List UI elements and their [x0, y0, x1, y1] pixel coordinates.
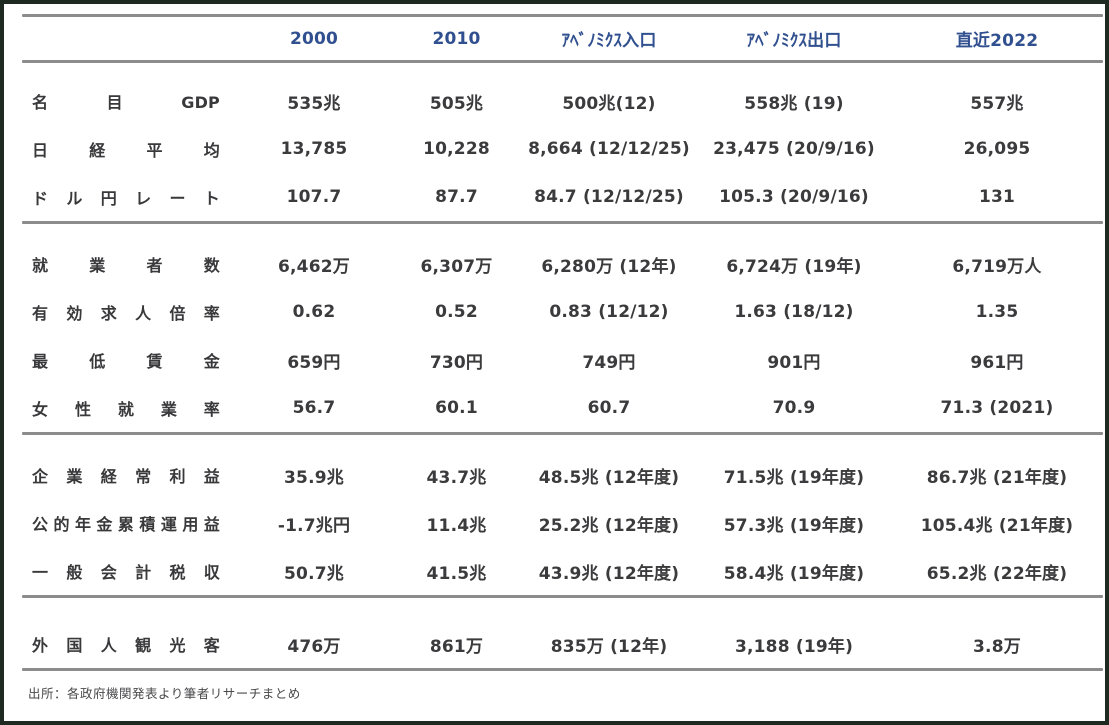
divider-1: [22, 221, 1103, 224]
table-cell: 6,724万 (19年): [726, 256, 862, 277]
table-cell: 56.7: [292, 398, 336, 418]
column-header-abenomics-entry: ｱﾍﾞﾉﾐｸｽ入口: [561, 31, 657, 51]
table-row-employed-persons: 就業者数 6,462万 6,307万 6,280万 (12年) 6,724万 (…: [4, 240, 1105, 288]
table-cell: 730円: [429, 352, 484, 373]
table-cell: -1.7兆円: [277, 515, 351, 536]
table-cell: 3.8万: [973, 636, 1021, 657]
column-header-2010: 2010: [432, 28, 481, 49]
divider-bottom: [22, 668, 1103, 671]
table-row-usdjpy-rate: ドル円レート 107.7 87.7 84.7 (12/12/25) 105.3 …: [4, 173, 1105, 221]
table-header-row: 2000 2010 ｱﾍﾞﾉﾐｸｽ入口 ｱﾍﾞﾉﾐｸｽ出口 直近2022: [4, 17, 1105, 60]
table-cell: 50.7兆: [284, 563, 344, 584]
table-cell: 0.62: [292, 302, 336, 322]
table-cell: 0.52: [435, 302, 478, 322]
table-cell: 749円: [582, 352, 636, 373]
table-cell: 71.5兆 (19年度): [723, 467, 865, 488]
source-note: 出所：各政府機関発表より筆者リサーチまとめ: [28, 686, 301, 701]
table-cell: 41.5兆: [426, 563, 487, 584]
column-header-recent-2022: 直近2022: [955, 31, 1039, 51]
table-row-general-account-tax-revenue: 一般会計税収 50.7兆 41.5兆 43.9兆 (12年度) 58.4兆 (1…: [4, 547, 1105, 595]
section-fiscal: 企業経常利益 35.9兆 43.7兆 48.5兆 (12年度) 71.5兆 (1…: [4, 435, 1105, 595]
table-row-nominal-gdp: 名目GDP 535兆 505兆 500兆(12) 558兆 (19) 557兆: [4, 77, 1105, 125]
column-header-2000: 2000: [289, 28, 339, 49]
table-cell: 84.7 (12/12/25): [534, 187, 684, 207]
table-cell: 476万: [287, 636, 341, 657]
row-label: 最低賃金: [32, 352, 220, 371]
column-header-abenomics-exit: ｱﾍﾞﾉﾐｸｽ出口: [746, 31, 842, 51]
table-cell: 6,280万 (12年): [541, 256, 677, 277]
table-cell: 57.3兆 (19年度): [723, 515, 865, 536]
table-row-foreign-tourists: 外国人観光客 476万 861万 835万 (12年) 3,188 (19年) …: [4, 620, 1105, 668]
table-cell: 6,462万: [278, 256, 350, 277]
table-cell: 1.63 (18/12): [734, 302, 854, 322]
table-cell: 3,188 (19年): [734, 636, 854, 657]
row-label: 有効求人倍率: [32, 304, 220, 323]
row-label: 一般会計税収: [32, 563, 220, 582]
table-cell: 71.3 (2021): [940, 398, 1054, 418]
divider-header: [22, 60, 1103, 63]
table-cell: 105.4兆 (21年度): [920, 515, 1074, 536]
table-cell: 961円: [970, 352, 1024, 373]
table-cell: 35.9兆: [284, 467, 344, 488]
table-cell: 0.83 (12/12): [549, 302, 669, 322]
table-cell: 8,664 (12/12/25): [528, 139, 690, 159]
table-cell: 500兆(12): [562, 93, 656, 114]
table-cell: 11.4兆: [426, 515, 487, 536]
table-cell: 6,719万人: [952, 256, 1042, 277]
row-label: 女性就業率: [32, 400, 220, 419]
table-cell: 43.7兆: [426, 467, 487, 488]
table-cell: 43.9兆 (12年度): [538, 563, 680, 584]
table-cell: 835万 (12年): [550, 636, 668, 657]
row-label: 企業経常利益: [32, 467, 220, 486]
table-cell: 48.5兆 (12年度): [538, 467, 680, 488]
table-cell: 659円: [287, 352, 341, 373]
row-label: ドル円レート: [32, 189, 220, 208]
table-cell: 558兆 (19): [744, 93, 844, 114]
row-label: 公的年金累積運用益: [32, 515, 220, 534]
table-cell: 901円: [767, 352, 821, 373]
table-row-pension-investment-gains: 公的年金累積運用益 -1.7兆円 11.4兆 25.2兆 (12年度) 57.3…: [4, 499, 1105, 547]
row-label: 外国人観光客: [32, 636, 220, 655]
table-cell: 60.1: [435, 398, 478, 418]
table-cell: 535兆: [287, 93, 341, 114]
divider-2: [22, 432, 1103, 435]
table-cell: 10,228: [423, 139, 490, 159]
row-label: 就業者数: [32, 256, 220, 275]
row-label: 名目GDP: [32, 93, 220, 112]
table-row-nikkei-average: 日経平均 13,785 10,228 8,664 (12/12/25) 23,4…: [4, 125, 1105, 173]
table-cell: 58.4兆 (19年度): [723, 563, 865, 584]
table-row-job-openings-ratio: 有効求人倍率 0.62 0.52 0.83 (12/12) 1.63 (18/1…: [4, 288, 1105, 336]
table-cell: 23,475 (20/9/16): [713, 139, 875, 159]
table-cell: 105.3 (20/9/16): [719, 187, 869, 207]
table-cell: 65.2兆 (22年度): [926, 563, 1068, 584]
table-cell: 107.7: [286, 187, 342, 207]
table-cell: 861万: [429, 636, 484, 657]
table-cell: 6,307万: [420, 256, 493, 277]
table-cell: 131: [978, 187, 1016, 207]
row-label: 日経平均: [32, 141, 220, 160]
table-cell: 25.2兆 (12年度): [538, 515, 680, 536]
table-cell: 1.35: [975, 302, 1019, 322]
table-frame: 2000 2010 ｱﾍﾞﾉﾐｸｽ入口 ｱﾍﾞﾉﾐｸｽ出口 直近2022 名目G…: [4, 4, 1105, 702]
divider-3: [22, 595, 1103, 598]
table-cell: 557兆: [970, 93, 1024, 114]
section-tourism: 外国人観光客 476万 861万 835万 (12年) 3,188 (19年) …: [4, 598, 1105, 668]
table-row-minimum-wage: 最低賃金 659円 730円 749円 901円 961円: [4, 336, 1105, 384]
section-labor: 就業者数 6,462万 6,307万 6,280万 (12年) 6,724万 (…: [4, 224, 1105, 432]
table-row-female-employment-rate: 女性就業率 56.7 60.1 60.7 70.9 71.3 (2021): [4, 384, 1105, 432]
table-cell: 26,095: [963, 139, 1031, 159]
table-cell: 505兆: [429, 93, 484, 114]
table-cell: 13,785: [280, 139, 348, 159]
table-cell: 86.7兆 (21年度): [926, 467, 1068, 488]
section-macro: 名目GDP 535兆 505兆 500兆(12) 558兆 (19) 557兆 …: [4, 63, 1105, 221]
table-row-corporate-profits: 企業経常利益 35.9兆 43.7兆 48.5兆 (12年度) 71.5兆 (1…: [4, 451, 1105, 499]
table-cell: 60.7: [587, 398, 631, 418]
table-cell: 87.7: [435, 187, 478, 207]
table-cell: 70.9: [772, 398, 816, 418]
divider-top: [22, 14, 1103, 17]
